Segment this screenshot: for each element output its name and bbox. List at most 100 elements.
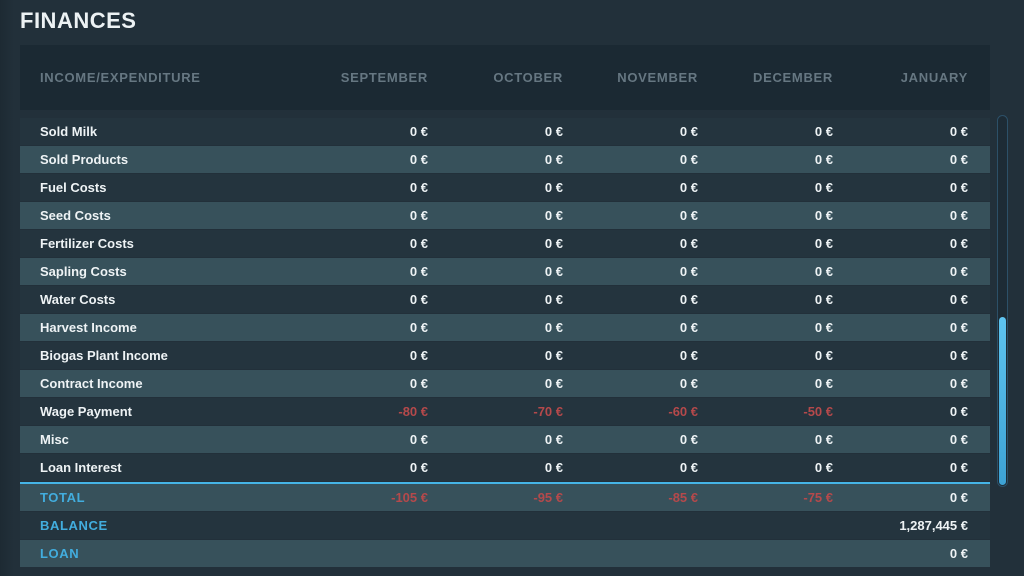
- value-cell: 0 €: [544, 460, 563, 475]
- scrollbar-track[interactable]: [997, 115, 1008, 487]
- table-row: Wage Payment -80 € -70 € -60 € -50 € 0 €: [20, 398, 990, 425]
- value-cell: -60 €: [668, 404, 698, 419]
- table-row: Sold Milk 0 € 0 € 0 € 0 € 0 €: [20, 118, 990, 145]
- value-cell: 0 €: [949, 264, 968, 279]
- value-cell: 0 €: [409, 376, 428, 391]
- table-row: Water Costs 0 € 0 € 0 € 0 € 0 €: [20, 286, 990, 313]
- value-cell: -70 €: [533, 404, 563, 419]
- value-cell: 0 €: [814, 460, 833, 475]
- row-label: Contract Income: [40, 376, 143, 391]
- value-cell: 0 €: [949, 152, 968, 167]
- value-cell: 0 €: [679, 320, 698, 335]
- value-cell: 0 €: [544, 348, 563, 363]
- table-row: Fuel Costs 0 € 0 € 0 € 0 € 0 €: [20, 174, 990, 201]
- value-cell: 0 €: [949, 460, 968, 475]
- total-row: TOTAL -105 € -95 € -85 € -75 € 0 €: [20, 484, 990, 511]
- table-row: Sapling Costs 0 € 0 € 0 € 0 € 0 €: [20, 258, 990, 285]
- table-row: Fertilizer Costs 0 € 0 € 0 € 0 € 0 €: [20, 230, 990, 257]
- value-cell: 0 €: [949, 320, 968, 335]
- value-cell: 0 €: [679, 460, 698, 475]
- value-cell: 0 €: [814, 432, 833, 447]
- value-cell: 0 €: [814, 348, 833, 363]
- value-cell: 0 €: [949, 546, 968, 561]
- header-months: SEPTEMBER OCTOBER NOVEMBER DECEMBER JANUARY: [293, 70, 968, 85]
- table-header: INCOME/EXPENDITURE SEPTEMBER OCTOBER NOVEM…: [20, 45, 990, 110]
- value-cell: 0 €: [814, 208, 833, 223]
- value-cell: 0 €: [949, 404, 968, 419]
- value-cell: 0 €: [409, 460, 428, 475]
- value-cell: 0 €: [544, 292, 563, 307]
- value-cell: 0 €: [949, 490, 968, 505]
- value-cell: -75 €: [803, 490, 833, 505]
- value-cell: 0 €: [409, 236, 428, 251]
- value-cell: 0 €: [544, 152, 563, 167]
- value-cell: 0 €: [544, 432, 563, 447]
- table-row: Sold Products 0 € 0 € 0 € 0 € 0 €: [20, 146, 990, 173]
- value-cell: 0 €: [679, 292, 698, 307]
- header-income-expenditure: INCOME/EXPENDITURE: [40, 70, 201, 85]
- row-label: Seed Costs: [40, 208, 111, 223]
- row-label: Misc: [40, 432, 69, 447]
- value-cell: -50 €: [803, 404, 833, 419]
- value-cell: -80 €: [398, 404, 428, 419]
- row-label: BALANCE: [40, 518, 108, 533]
- row-label: Loan Interest: [40, 460, 122, 475]
- value-cell: 0 €: [409, 292, 428, 307]
- row-label: TOTAL: [40, 490, 86, 505]
- page-title: FINANCES: [20, 8, 137, 33]
- value-cell: 0 €: [949, 236, 968, 251]
- header-month: JANUARY: [900, 70, 968, 85]
- value-cell: 0 €: [544, 124, 563, 139]
- value-cell: 0 €: [949, 208, 968, 223]
- row-label: Biogas Plant Income: [40, 348, 168, 363]
- row-label: Sold Products: [40, 152, 129, 167]
- table-row: Biogas Plant Income 0 € 0 € 0 € 0 € 0 €: [20, 342, 990, 369]
- header-month: OCTOBER: [493, 70, 563, 85]
- row-label: Wage Payment: [40, 404, 132, 419]
- value-cell: 0 €: [949, 124, 968, 139]
- table-row: Loan Interest 0 € 0 € 0 € 0 € 0 €: [20, 454, 990, 481]
- value-cell: 0 €: [409, 180, 428, 195]
- row-label: Fuel Costs: [40, 180, 107, 195]
- value-cell: 0 €: [409, 152, 428, 167]
- table-row: Contract Income 0 € 0 € 0 € 0 € 0 €: [20, 370, 990, 397]
- value-cell: 0 €: [949, 432, 968, 447]
- scrollbar-thumb[interactable]: [999, 317, 1006, 485]
- table-row: Harvest Income 0 € 0 € 0 € 0 € 0 €: [20, 314, 990, 341]
- value-cell: 0 €: [409, 264, 428, 279]
- value-cell: 0 €: [409, 320, 428, 335]
- value-cell: -85 €: [668, 490, 698, 505]
- row-label: Fertilizer Costs: [40, 236, 134, 251]
- value-cell: 0 €: [679, 180, 698, 195]
- header-month: SEPTEMBER: [340, 70, 428, 85]
- header-month: DECEMBER: [753, 70, 833, 85]
- table-row: Seed Costs 0 € 0 € 0 € 0 € 0 €: [20, 202, 990, 229]
- value-cell: 0 €: [544, 376, 563, 391]
- value-cell: 0 €: [814, 124, 833, 139]
- value-cell: 0 €: [814, 292, 833, 307]
- value-cell: 0 €: [544, 264, 563, 279]
- value-cell: 0 €: [544, 180, 563, 195]
- row-label: LOAN: [40, 546, 80, 561]
- value-cell: 0 €: [814, 152, 833, 167]
- value-cell: 0 €: [679, 264, 698, 279]
- total-divider-line: [20, 482, 990, 484]
- value-cell: 0 €: [679, 348, 698, 363]
- value-cell: 0 €: [409, 124, 428, 139]
- value-cell: 0 €: [814, 180, 833, 195]
- value-cell: 0 €: [409, 208, 428, 223]
- value-cell: 0 €: [814, 264, 833, 279]
- value-cell: 0 €: [679, 152, 698, 167]
- table-row: Misc 0 € 0 € 0 € 0 € 0 €: [20, 426, 990, 453]
- value-cell: 0 €: [679, 208, 698, 223]
- value-cell: 1,287,445 €: [899, 518, 968, 533]
- value-cell: 0 €: [544, 236, 563, 251]
- value-cell: 0 €: [679, 236, 698, 251]
- value-cell: 0 €: [679, 124, 698, 139]
- value-cell: 0 €: [679, 432, 698, 447]
- row-label: Water Costs: [40, 292, 116, 307]
- header-month: NOVEMBER: [617, 70, 698, 85]
- value-cell: 0 €: [679, 376, 698, 391]
- value-cell: 0 €: [949, 348, 968, 363]
